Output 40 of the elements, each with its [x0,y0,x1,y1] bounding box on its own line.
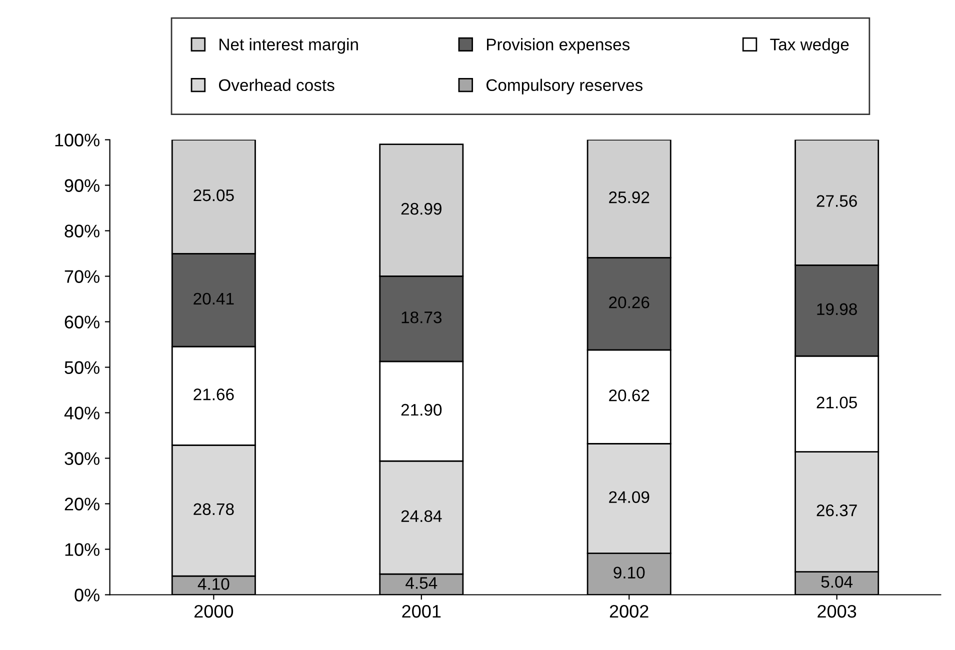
y-tick-label: 30% [64,452,100,465]
data-label: 28.78 [194,503,234,516]
data-label: 21.90 [401,404,442,416]
data-label: 24.84 [401,510,442,522]
legend-label: Overhead costs [218,78,334,92]
y-tick-label: 70% [64,270,100,283]
x-tick-label: 2001 [402,604,441,618]
data-label: 20.62 [609,389,650,402]
data-label: 18.73 [402,311,442,324]
data-label: 4.10 [198,578,230,590]
x-tick-label: 2002 [610,604,648,618]
data-label: 25.92 [609,191,650,204]
data-label: 28.99 [401,202,442,215]
data-label: 19.98 [817,303,857,316]
y-tick-label: 0% [74,588,100,602]
data-label: 25.05 [194,189,234,202]
y-tick-label: 20% [64,498,100,510]
data-label: 24.09 [609,491,650,504]
y-tick-label: 50% [64,361,100,374]
x-tick-label: 2003 [818,604,856,618]
data-label: 9.10 [614,566,645,579]
y-tick-label: 80% [64,224,100,238]
data-label: 21.66 [194,388,234,400]
x-tick-label: 2000 [194,604,234,618]
legend-label: Net interest margin [220,38,358,54]
data-label: 26.37 [816,504,857,516]
y-tick-label: 90% [64,179,100,192]
legend-label: Tax wedge [770,38,849,54]
data-label: 20.26 [609,296,650,308]
legend-label: Provision expenses [487,38,630,54]
data-label: 20.41 [194,292,234,305]
data-label: 5.04 [821,576,853,588]
legend-label: Compulsory reserves [486,78,642,94]
y-tick-label: 100% [55,134,100,146]
data-label: 27.56 [816,195,857,207]
y-tick-label: 40% [64,406,100,420]
y-tick-label: 60% [64,316,100,328]
y-tick-label: 10% [65,543,100,556]
data-label: 4.54 [406,577,438,589]
data-label: 21.05 [816,396,857,408]
